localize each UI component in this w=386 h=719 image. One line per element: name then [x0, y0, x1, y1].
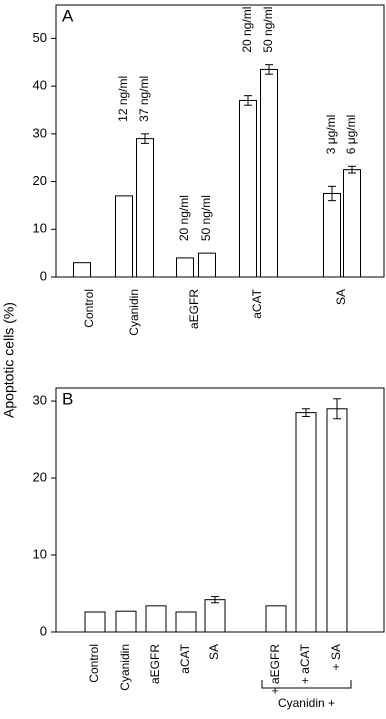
category-label: Control	[87, 644, 101, 683]
bar	[204, 599, 226, 633]
panel-letter: B	[62, 389, 73, 408]
bar	[323, 192, 341, 278]
bar-annotation: 12 ng/ml	[116, 76, 130, 122]
y-tick-label: 0	[40, 623, 47, 638]
category-label: aEGFR	[187, 289, 201, 329]
plot-frame	[55, 4, 385, 278]
y-tick-label: 30	[33, 393, 47, 408]
bar	[84, 611, 106, 633]
category-label: Cyanidin	[127, 289, 141, 336]
y-tick-label: 20	[33, 173, 47, 188]
y-tick-label: 50	[33, 30, 47, 45]
bar	[198, 252, 216, 278]
bar	[326, 408, 348, 633]
error-bar	[333, 398, 341, 420]
bar-annotation: 50 ng/ml	[199, 195, 213, 241]
bar	[265, 605, 287, 633]
category-label: aEGFR	[148, 644, 162, 684]
y-tick-label: 0	[40, 268, 47, 283]
bar	[115, 610, 137, 633]
bar-annotation: 37 ng/ml	[137, 76, 151, 122]
bar	[136, 138, 154, 278]
bracket	[261, 680, 352, 689]
bar	[260, 68, 278, 278]
y-tick-label: 10	[33, 546, 47, 561]
y-tick-label: 30	[33, 125, 47, 140]
bracket-label: Cyanidin +	[278, 696, 335, 710]
bar	[295, 412, 317, 633]
bar	[175, 611, 197, 633]
y-tick-label: 20	[33, 469, 47, 484]
bar	[115, 195, 133, 278]
error-bar	[265, 64, 273, 75]
category-label: + SA	[329, 644, 343, 670]
bar-annotation: 20 ng/ml	[240, 7, 254, 53]
bar	[176, 257, 194, 278]
category-label: SA	[207, 644, 221, 660]
bar-annotation: 6 μg/ml	[344, 115, 358, 155]
bar	[239, 99, 257, 278]
bar	[73, 262, 91, 278]
bar	[145, 605, 167, 633]
bar-annotation: 50 ng/ml	[261, 7, 275, 53]
y-tick-label: 40	[33, 78, 47, 93]
error-bar	[211, 596, 219, 604]
error-bar	[302, 408, 310, 417]
bar-annotation: 3 μg/ml	[324, 115, 338, 155]
error-bar	[141, 133, 149, 144]
bar	[343, 169, 361, 278]
y-axis-label: Apoptotic cells (%)	[1, 302, 17, 418]
error-bar	[244, 95, 252, 106]
category-label: + aEGFR	[268, 644, 282, 695]
error-bar	[328, 185, 336, 202]
category-label: SA	[334, 289, 348, 305]
category-label: Cyanidin	[118, 644, 132, 691]
error-bar	[348, 165, 356, 174]
y-tick-label: 10	[33, 221, 47, 236]
category-label: aCAT	[178, 643, 192, 673]
category-label: + aCAT	[298, 643, 312, 684]
category-label: Control	[82, 289, 96, 328]
bar-annotation: 20 ng/ml	[177, 195, 191, 241]
category-label: aCAT	[250, 288, 264, 318]
panel-letter: A	[62, 6, 74, 25]
